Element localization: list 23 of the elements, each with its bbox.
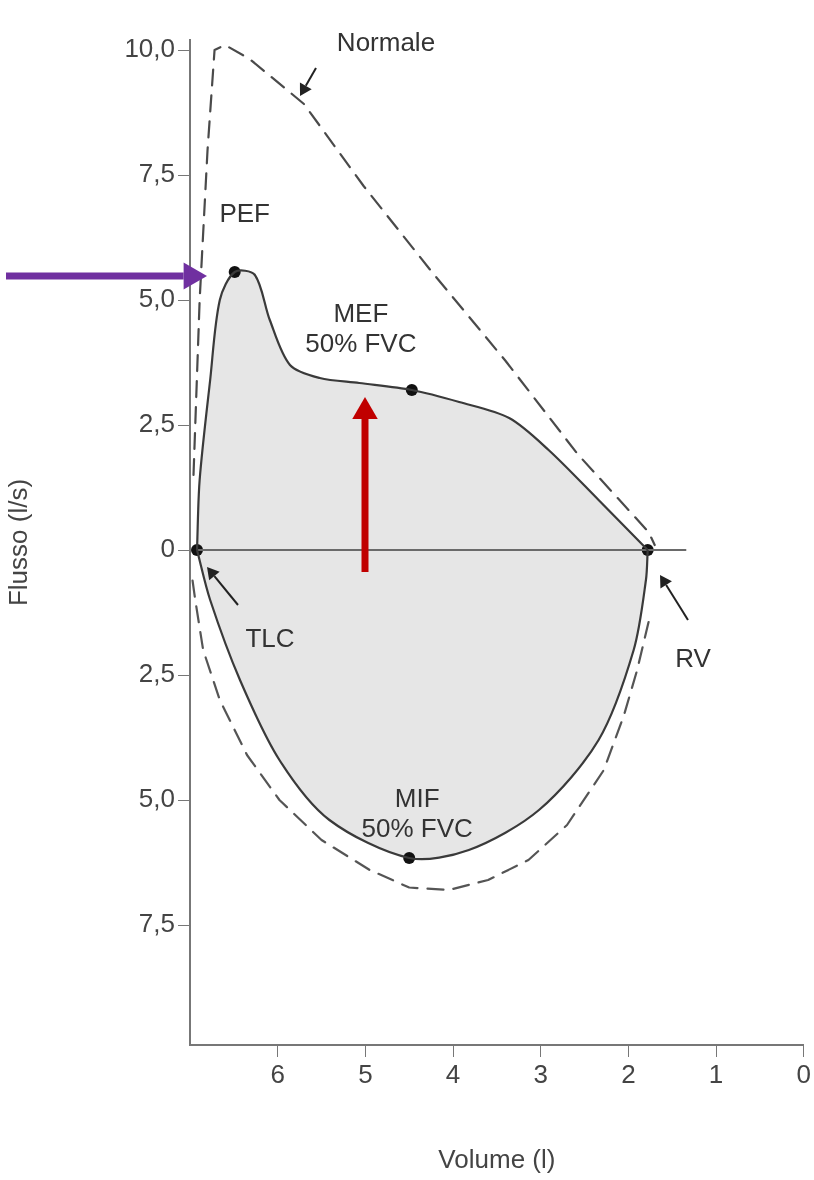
x-tick-label: 1 <box>708 1058 724 1089</box>
annotation: MIF 50% FVC <box>361 783 473 844</box>
x-tick-label: 5 <box>358 1058 373 1089</box>
y-axis-title: Flusso (l/s) <box>2 478 33 607</box>
x-axis-title: Volume (l) <box>438 1143 556 1174</box>
y-tick-label: 2,5 <box>138 408 175 439</box>
x-tick-label: 3 <box>533 1058 548 1089</box>
y-tick-label: 10,0 <box>124 33 175 64</box>
annotation: PEF <box>219 198 271 229</box>
annotation: MEF 50% FVC <box>305 298 417 359</box>
annotation: RV <box>675 643 712 674</box>
annotation: TLC <box>245 623 295 654</box>
y-tick-label: 7,5 <box>138 158 175 189</box>
y-tick-label: 7,5 <box>138 908 175 939</box>
y-tick-label: 0 <box>160 533 175 564</box>
x-tick-label: 4 <box>445 1058 461 1089</box>
y-tick-label: 5,0 <box>138 783 175 814</box>
annotation: Normale <box>336 27 436 58</box>
x-tick-label: 0 <box>796 1058 811 1089</box>
y-tick-label: 2,5 <box>138 658 175 689</box>
y-tick-label: 5,0 <box>138 283 175 314</box>
x-tick-label: 6 <box>270 1058 285 1089</box>
x-tick-label: 2 <box>621 1058 636 1089</box>
